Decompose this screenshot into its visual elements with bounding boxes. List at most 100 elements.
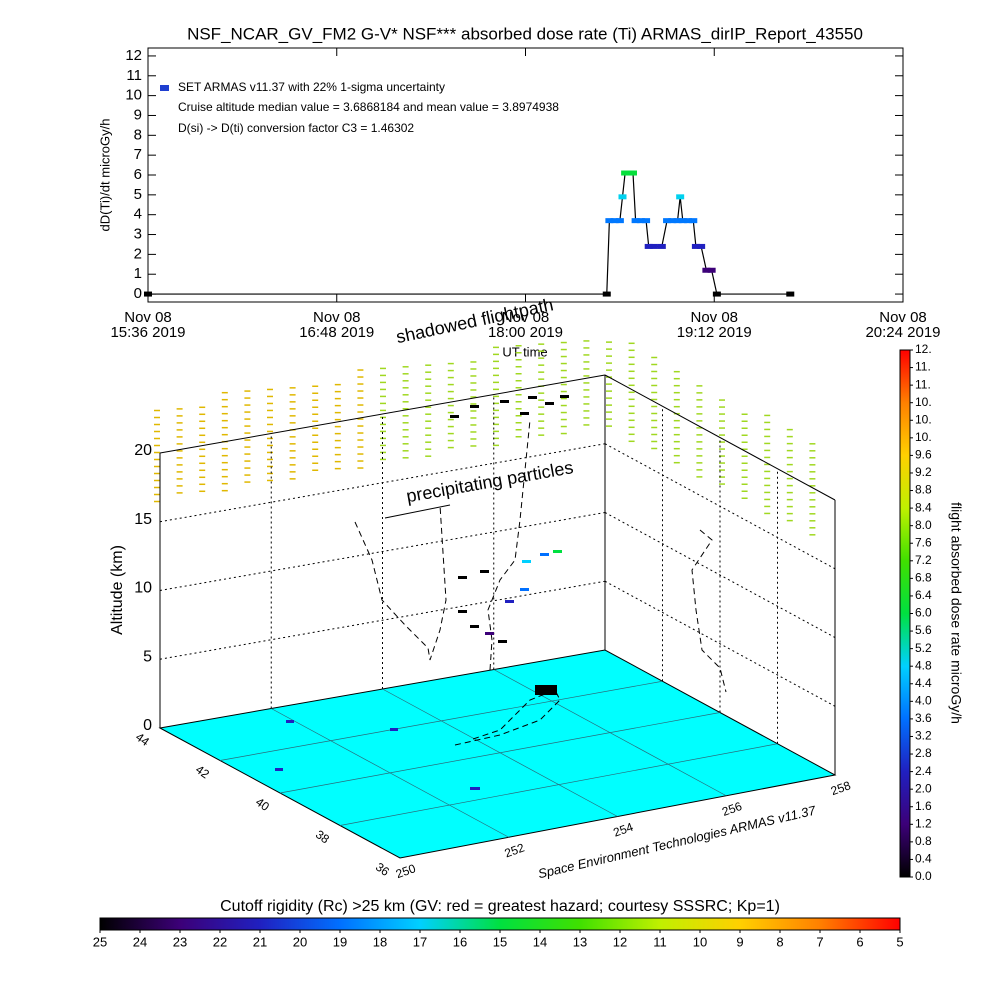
colorbar-tick-label: 10. (915, 430, 932, 444)
point (712, 291, 721, 297)
colorbar-tick-label: 11. (915, 377, 931, 391)
y-tick-label: 12 (125, 47, 142, 64)
x-tick-label: 258 (829, 778, 853, 798)
colorbar-tick-label: 19 (333, 934, 347, 949)
colorbar-tick-label: 6 (856, 934, 863, 949)
colorbar-tick-label: 2.8 (915, 746, 932, 760)
colorbar-tick-label: 8.0 (915, 518, 932, 532)
z-tick-label: 15 (134, 511, 152, 528)
y-tick-label: 7 (134, 146, 142, 163)
colorbar-tick-label: 6.8 (915, 571, 932, 585)
point (702, 267, 711, 273)
colorbar-tick-label: 12. (915, 342, 932, 356)
x-tick-label: 252 (503, 840, 527, 860)
x-tick-label: 18:00 2019 (488, 324, 563, 341)
dose-marker (458, 576, 467, 579)
colorbar-tick-label: 3.6 (915, 711, 932, 725)
shadow-track (691, 529, 727, 693)
y-tick-label: 9 (134, 106, 142, 123)
plot-3d: Altitude (km) 05101520250252254256258363… (109, 340, 853, 881)
shadow-track (454, 689, 561, 746)
colorbar-tick-label: 9.6 (915, 448, 932, 462)
grid-line (159, 580, 606, 660)
colorbar (99, 917, 901, 931)
colorbar-tick-label: 16 (453, 934, 467, 949)
x-tick-label: Nov 08 (879, 309, 927, 326)
point (636, 218, 645, 224)
colorbar-tick-label: 0.4 (915, 852, 932, 866)
colorbar-tick-label: 4.0 (915, 694, 932, 708)
colorbar-tick-label: 1.2 (915, 816, 932, 830)
colorbar-tick-label: 0.8 (915, 834, 932, 848)
colorbar-tick-label: 21 (253, 934, 267, 949)
grid-line (604, 512, 836, 638)
colorbar-tick-label: 23 (173, 934, 187, 949)
dose-marker (553, 550, 562, 553)
y-tick-label: 11 (126, 67, 142, 84)
annotation: D(si) -> D(ti) conversion factor C3 = 1.… (178, 121, 414, 135)
point (605, 218, 614, 224)
legend-marker (160, 85, 169, 91)
dose-marker (450, 415, 459, 418)
x-tick-label: 20:24 2019 (865, 324, 940, 341)
point (610, 218, 619, 224)
dose-marker (520, 412, 529, 415)
z-tick-label: 5 (143, 648, 152, 665)
z-tick-label: 20 (134, 442, 152, 459)
colorbar-tick-label: 20 (293, 934, 307, 949)
dose-marker (500, 400, 509, 403)
dose-marker (528, 396, 537, 399)
colorbar-tick-label: 10 (693, 934, 707, 949)
x-tick-label: Nov 08 (502, 309, 550, 326)
y-tick-label: 10 (125, 87, 142, 104)
colorbar-tick-label: 25 (93, 934, 107, 949)
colorbar-tick-label: 17 (413, 934, 427, 949)
colorbar-label: Cutoff rigidity (Rc) >25 km (GV: red = g… (220, 898, 780, 915)
dose-marker (498, 640, 507, 643)
z-axis-label: Altitude (km) (109, 545, 126, 635)
colorbar-tick-label: 4.8 (915, 658, 932, 672)
x-tick-label: 16:48 2019 (299, 324, 374, 341)
colorbar-tick-label: 6.4 (915, 588, 932, 602)
colorbar-tick-label: 8.4 (915, 500, 932, 514)
point (628, 170, 637, 176)
colorbar-tick-label: 15 (493, 934, 507, 949)
y-tick-label: 3 (134, 226, 142, 243)
colorbar-tick-label: 24 (133, 934, 147, 949)
colorbar-tick-label: 5.2 (915, 641, 932, 655)
colorbar-tick-label: 10. (915, 412, 932, 426)
y-tick-label: 1 (134, 265, 142, 282)
grid-line (604, 580, 836, 707)
dose-marker (560, 395, 569, 398)
x-tick-label: Nov 08 (124, 309, 172, 326)
point (631, 218, 640, 224)
dose-marker (458, 610, 467, 613)
y-tick-label: 5 (134, 186, 142, 203)
point (618, 194, 627, 200)
colorbar-tick-label: 7.6 (915, 535, 932, 549)
point (602, 291, 611, 297)
colorbar-tick-label: 8 (776, 934, 783, 949)
colorbar-tick-label: 5.6 (915, 623, 932, 637)
x-tick-label: Nov 08 (690, 309, 738, 326)
x-tick-label: 19:12 2019 (677, 324, 752, 341)
point (663, 218, 672, 224)
colorbar-tick-label: 5 (896, 934, 903, 949)
point (668, 218, 677, 224)
dose-marker (286, 720, 294, 723)
x-tick-label: Nov 08 (313, 309, 361, 326)
point (691, 243, 700, 249)
point (621, 170, 630, 176)
dose-marker (520, 588, 529, 591)
grid-line (279, 712, 721, 794)
colorbar (899, 349, 911, 878)
dose-marker (535, 685, 557, 695)
point (689, 218, 698, 224)
dose-marker (485, 632, 494, 635)
grid-line (339, 743, 778, 826)
legend-label: SET ARMAS v11.37 with 22% 1-sigma uncert… (178, 80, 445, 94)
chart-title: NSF_NCAR_GV_FM2 G-V* NSF*** absorbed dos… (187, 24, 863, 43)
colorbar-tick-label: 1.6 (915, 799, 932, 813)
